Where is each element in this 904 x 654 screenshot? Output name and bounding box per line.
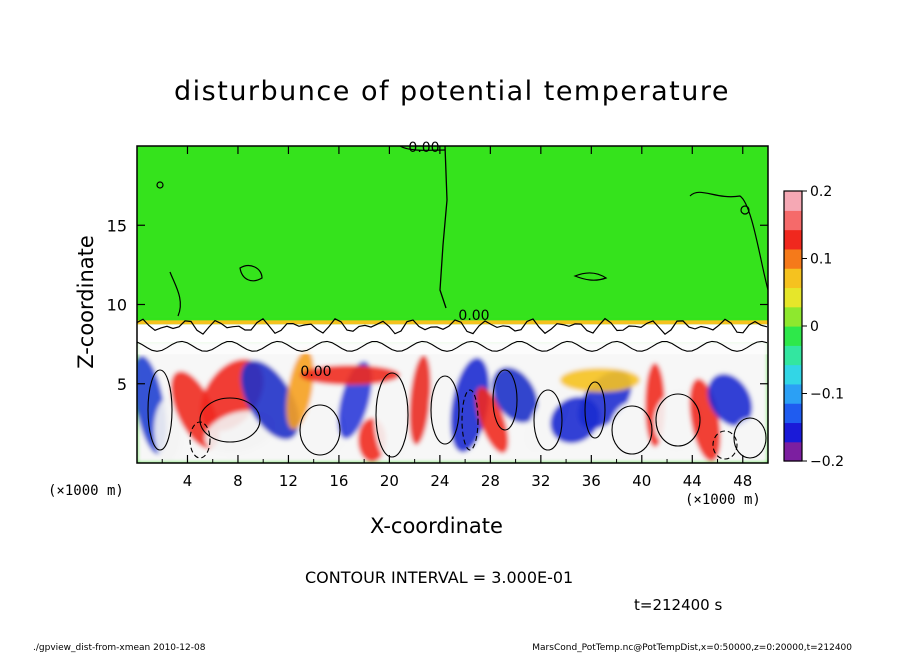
upper-contour (439, 146, 448, 309)
field-blobs (137, 146, 768, 463)
field-blob (560, 368, 640, 392)
field-blob (374, 367, 410, 463)
x-tick-label: 48 (733, 472, 752, 490)
x-tick-label: 32 (531, 472, 550, 490)
field-blob (732, 418, 768, 462)
lower-contour (492, 369, 518, 431)
colorbar-segment (784, 229, 802, 250)
contour-label: 0.00 (408, 140, 439, 156)
boundary-contour (137, 317, 768, 336)
upper-contour (740, 205, 750, 215)
lower-contour-dashed (461, 389, 479, 451)
boundary-contour-lower (137, 340, 768, 352)
colorbar-segment (784, 191, 802, 211)
colorbar-segment (784, 422, 802, 443)
y-tick-label: 10 (107, 296, 127, 315)
y-axis: 5 10 15 (107, 216, 768, 394)
lower-contour-dashed (189, 421, 211, 459)
colorbar-segment (784, 268, 802, 289)
colorbar-tick-label: 0.1 (810, 252, 832, 268)
lower-contour-dashed (712, 430, 738, 460)
upper-contour (239, 265, 263, 282)
lower-contour (375, 372, 409, 458)
y-axis-label: Z-coordinate (74, 235, 98, 369)
plot-area (137, 146, 768, 463)
contour-label: 0.00 (300, 364, 331, 380)
boundary-band-fill (137, 324, 768, 343)
field-blob (610, 402, 654, 458)
time-label: t=212400 s (634, 596, 723, 614)
field-blob (475, 386, 509, 454)
colorbar-tick-label: −0.1 (810, 387, 844, 403)
contour-lines (137, 146, 768, 460)
colorbar-segment (784, 248, 802, 269)
colorbar-segment (784, 287, 802, 308)
upper-contour (399, 146, 446, 151)
lower-contour (533, 389, 563, 451)
upper-layer-fill (137, 146, 768, 321)
colorbar: 0.2 0.1 0 −0.1 −0.2 (783, 184, 844, 470)
field-blob (492, 367, 538, 423)
x-tick-label: 16 (329, 472, 348, 490)
field-blob (154, 398, 182, 462)
x-tick-label: 20 (380, 472, 399, 490)
x-tick-label: 40 (632, 472, 651, 490)
lower-contour (299, 404, 341, 456)
lower-contour (584, 381, 606, 439)
upper-contour (156, 181, 164, 189)
y-tick-label: 15 (107, 216, 127, 235)
colorbar-segment (784, 326, 802, 346)
lower-contour (430, 375, 460, 445)
x-tick-label: 44 (683, 472, 702, 490)
x-unit-label-left: (×1000 m) (48, 483, 124, 499)
x-axis: 4 8 12 16 20 24 28 32 36 40 44 48 (161, 146, 752, 490)
chart-title: disturbunce of potential temperature (174, 76, 730, 107)
lower-contour (611, 405, 653, 455)
x-tick-label: 36 (582, 472, 601, 490)
contour-labels: 0.00 0.00 0.00 (300, 140, 489, 380)
field-blob (204, 410, 276, 454)
colorbar-tick-label: −0.2 (810, 454, 844, 470)
field-blob (300, 365, 400, 385)
colorbar-segment (784, 441, 802, 462)
field-blob (526, 389, 570, 451)
lower-contour (199, 397, 261, 443)
colorbar-tick-label: 0 (810, 319, 819, 335)
x-tick-label: 28 (481, 472, 500, 490)
field-blob (450, 357, 490, 453)
y-tick-label: 5 (117, 375, 127, 394)
boundary-band-fade (137, 342, 768, 355)
field-blob (170, 371, 220, 449)
footer-left: ./gpview_dist-from-xmean 2010-12-08 (33, 643, 206, 653)
field-blob (707, 373, 753, 427)
lower-contour (655, 393, 701, 447)
upper-contour (689, 191, 768, 291)
colorbar-segment (784, 345, 802, 366)
x-axis-label: X-coordinate (370, 514, 503, 538)
colorbar-segment (784, 403, 802, 424)
x-tick-label: 12 (279, 472, 298, 490)
x-unit-label-right: (×1000 m) (685, 492, 761, 508)
x-tick-label: 8 (233, 472, 243, 490)
lower-contour (733, 417, 767, 459)
contour-label: 0.00 (458, 308, 489, 324)
field-blob (240, 360, 300, 440)
upper-contour (573, 272, 608, 281)
field-blob (303, 404, 347, 456)
field-blob (409, 355, 431, 445)
colorbar-tick-label: 0.2 (810, 184, 832, 200)
x-tick-label: 4 (183, 472, 193, 490)
colorbar-segment (784, 210, 802, 231)
footer-right: MarsCond_PotTemp.nc@PotTempDist,x=0:5000… (532, 643, 852, 653)
lower-contour (147, 369, 173, 451)
colorbar-segment (784, 364, 802, 385)
contour-interval-text: CONTOUR INTERVAL = 3.000E-01 (305, 568, 574, 587)
upper-contour (169, 271, 182, 317)
colorbar-segment (784, 383, 802, 404)
x-tick-label: 24 (430, 472, 449, 490)
colorbar-segment (784, 306, 802, 327)
